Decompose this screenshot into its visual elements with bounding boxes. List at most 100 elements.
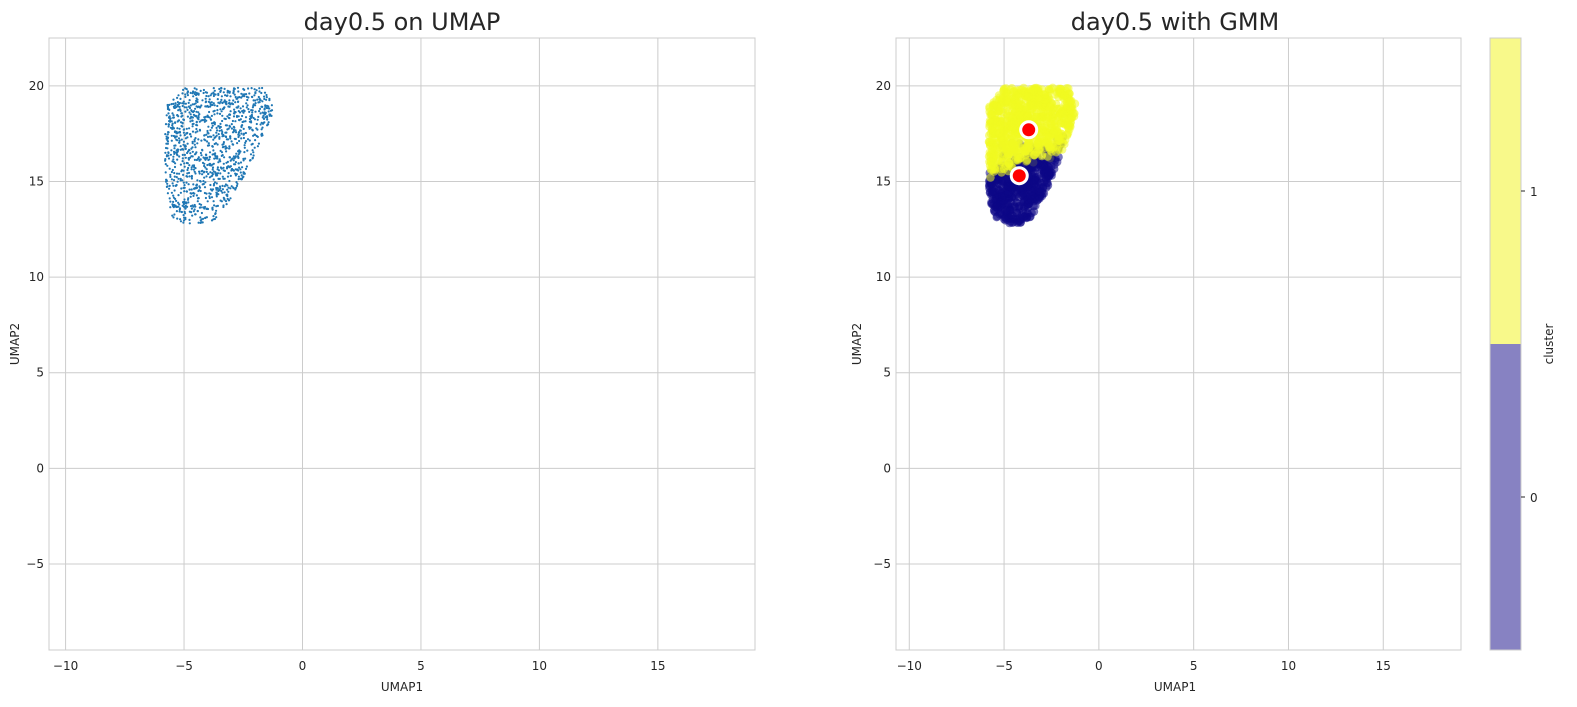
left-data-point xyxy=(201,183,204,186)
left-data-point xyxy=(230,185,233,188)
left-data-point xyxy=(211,172,214,175)
left-data-point xyxy=(186,136,189,139)
left-data-point xyxy=(235,181,238,184)
left-data-point xyxy=(243,88,246,91)
left-data-point xyxy=(184,110,187,113)
left-data-point xyxy=(180,210,183,214)
left-data-point xyxy=(172,205,175,208)
cluster-center-1 xyxy=(1019,120,1039,140)
left-data-point xyxy=(209,118,213,121)
left-data-point xyxy=(197,138,200,141)
left-data-point xyxy=(172,155,175,158)
left-data-point xyxy=(183,198,186,201)
left-data-point xyxy=(235,106,238,109)
left-data-point xyxy=(196,106,199,109)
left-data-point xyxy=(210,196,214,199)
left-data-point xyxy=(183,165,186,168)
left-data-point xyxy=(264,111,267,114)
left-data-point xyxy=(176,154,179,157)
left-data-point xyxy=(232,130,235,133)
left-data-point xyxy=(202,180,205,183)
left-data-point xyxy=(244,167,248,170)
left-data-point xyxy=(191,130,195,133)
left-data-point xyxy=(179,218,182,221)
left-data-point xyxy=(260,134,263,137)
left-data-point xyxy=(184,156,187,159)
left-data-point xyxy=(213,157,216,160)
left-data-point xyxy=(206,200,209,203)
left-data-point xyxy=(197,111,200,114)
left-data-point xyxy=(188,188,191,191)
right-y-tick-label: 10 xyxy=(876,270,891,284)
left-data-point xyxy=(167,112,170,115)
right-data-point-cluster-1 xyxy=(1063,121,1073,130)
left-data-point xyxy=(214,154,217,157)
left-data-point xyxy=(266,118,269,121)
left-data-point xyxy=(252,103,255,106)
right-data-point-cluster-1 xyxy=(999,104,1008,114)
left-data-point xyxy=(185,190,188,193)
left-data-point xyxy=(237,175,240,178)
left-data-point xyxy=(180,187,183,190)
left-data-point xyxy=(236,155,239,158)
left-data-point xyxy=(256,128,259,131)
right-data-point-cluster-1 xyxy=(999,87,1009,97)
left-data-point xyxy=(183,134,186,137)
right-data-point-cluster-1 xyxy=(1001,128,1010,137)
left-data-point xyxy=(210,103,213,107)
left-data-point xyxy=(257,95,260,99)
left-data-point xyxy=(247,126,251,129)
left-data-point xyxy=(263,91,267,94)
left-data-point xyxy=(174,144,177,147)
left-x-tick-label: −5 xyxy=(175,659,193,673)
left-data-point xyxy=(249,115,252,118)
left-data-point xyxy=(232,169,235,172)
left-data-point xyxy=(249,153,253,156)
left-data-point xyxy=(259,123,262,126)
left-data-point xyxy=(240,92,243,95)
left-data-point xyxy=(210,101,213,104)
left-data-point xyxy=(177,109,180,112)
left-data-point xyxy=(183,200,186,203)
left-data-point xyxy=(208,162,212,165)
left-data-point xyxy=(173,204,176,208)
left-data-point xyxy=(164,151,167,154)
left-data-point xyxy=(216,174,219,177)
left-data-point xyxy=(186,94,189,97)
left-data-point xyxy=(246,149,249,152)
left-data-point xyxy=(175,184,178,187)
left-data-point xyxy=(228,99,231,102)
left-data-point xyxy=(254,92,257,95)
left-data-point xyxy=(266,123,269,126)
left-data-point xyxy=(219,172,222,175)
left-data-point xyxy=(267,107,270,110)
left-data-point xyxy=(243,171,246,174)
left-data-point xyxy=(182,214,185,217)
left-data-point xyxy=(203,120,206,123)
left-data-point xyxy=(235,186,238,189)
left-data-point xyxy=(215,205,218,208)
left-data-point xyxy=(234,172,237,175)
left-data-point xyxy=(248,120,251,123)
left-data-point xyxy=(205,170,208,173)
left-data-point xyxy=(246,98,249,102)
left-data-point xyxy=(234,101,237,104)
left-data-point xyxy=(251,149,254,152)
left-data-point xyxy=(172,216,175,219)
left-data-point xyxy=(226,188,229,191)
left-data-point xyxy=(204,139,207,142)
left-data-point xyxy=(250,87,253,90)
left-data-point xyxy=(170,134,173,137)
right-data-point-cluster-1 xyxy=(1065,114,1074,124)
left-data-point xyxy=(170,170,173,174)
left-data-point xyxy=(182,100,185,103)
left-data-point xyxy=(238,96,241,99)
left-data-point xyxy=(177,177,180,180)
left-data-point xyxy=(181,121,184,124)
left-data-point xyxy=(170,120,173,123)
right-data-point-cluster-1 xyxy=(988,101,998,111)
left-data-point xyxy=(239,161,243,164)
left-data-point xyxy=(174,102,177,105)
left-data-point xyxy=(183,210,186,213)
left-data-point xyxy=(183,106,186,109)
